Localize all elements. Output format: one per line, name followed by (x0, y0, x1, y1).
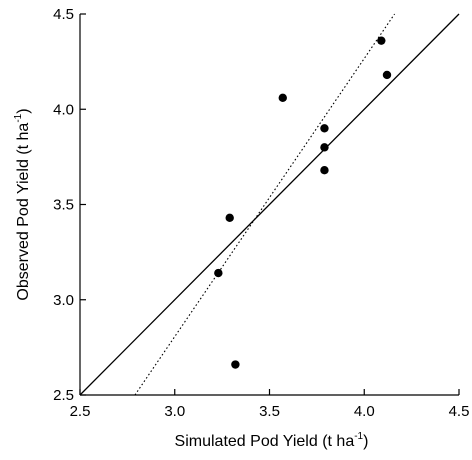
data-point (320, 143, 329, 152)
x-axis-ticks: 2.5 3.0 3.5 4.0 4.5 (70, 389, 470, 420)
data-point (377, 36, 386, 45)
y-axis-title-close: ) (15, 108, 32, 113)
one-to-one-line (79, 13, 460, 396)
x-axis-title-close: ) (363, 433, 368, 450)
y-tick-label: 3.5 (53, 197, 74, 214)
x-tick-label: 2.5 (70, 403, 91, 420)
data-point (320, 124, 329, 133)
x-tick-label: 3.5 (259, 403, 280, 420)
y-tick-label: 3.0 (53, 292, 74, 309)
regression-line (134, 13, 396, 396)
x-tick-label: 4.5 (449, 403, 470, 420)
data-point (214, 268, 223, 278)
y-axis-title-main: Observed Pod Yield (t ha (15, 123, 32, 301)
data-points (214, 36, 392, 369)
y-tick-label: 4.0 (53, 101, 74, 118)
x-tick-label: 3.0 (164, 403, 185, 420)
x-tick-label: 4.0 (354, 403, 375, 420)
data-point (225, 213, 234, 223)
data-point (231, 360, 240, 369)
data-point (382, 70, 392, 80)
y-tick-label: 2.5 (53, 387, 74, 404)
x-axis-title: Simulated Pod Yield (t ha-1) (175, 431, 369, 450)
x-axis-title-main: Simulated Pod Yield (t ha (175, 433, 355, 450)
y-axis-ticks: 2.5 3.0 3.5 4.0 4.5 (53, 6, 86, 404)
x-axis-title-superscript: -1 (354, 431, 363, 442)
y-axis-title-superscript: -1 (13, 113, 24, 122)
reference-lines (79, 13, 460, 396)
data-point (320, 166, 329, 175)
data-point (278, 93, 287, 103)
y-axis-title: Observed Pod Yield (t ha-1) (13, 108, 32, 300)
y-tick-label: 4.5 (53, 6, 74, 23)
